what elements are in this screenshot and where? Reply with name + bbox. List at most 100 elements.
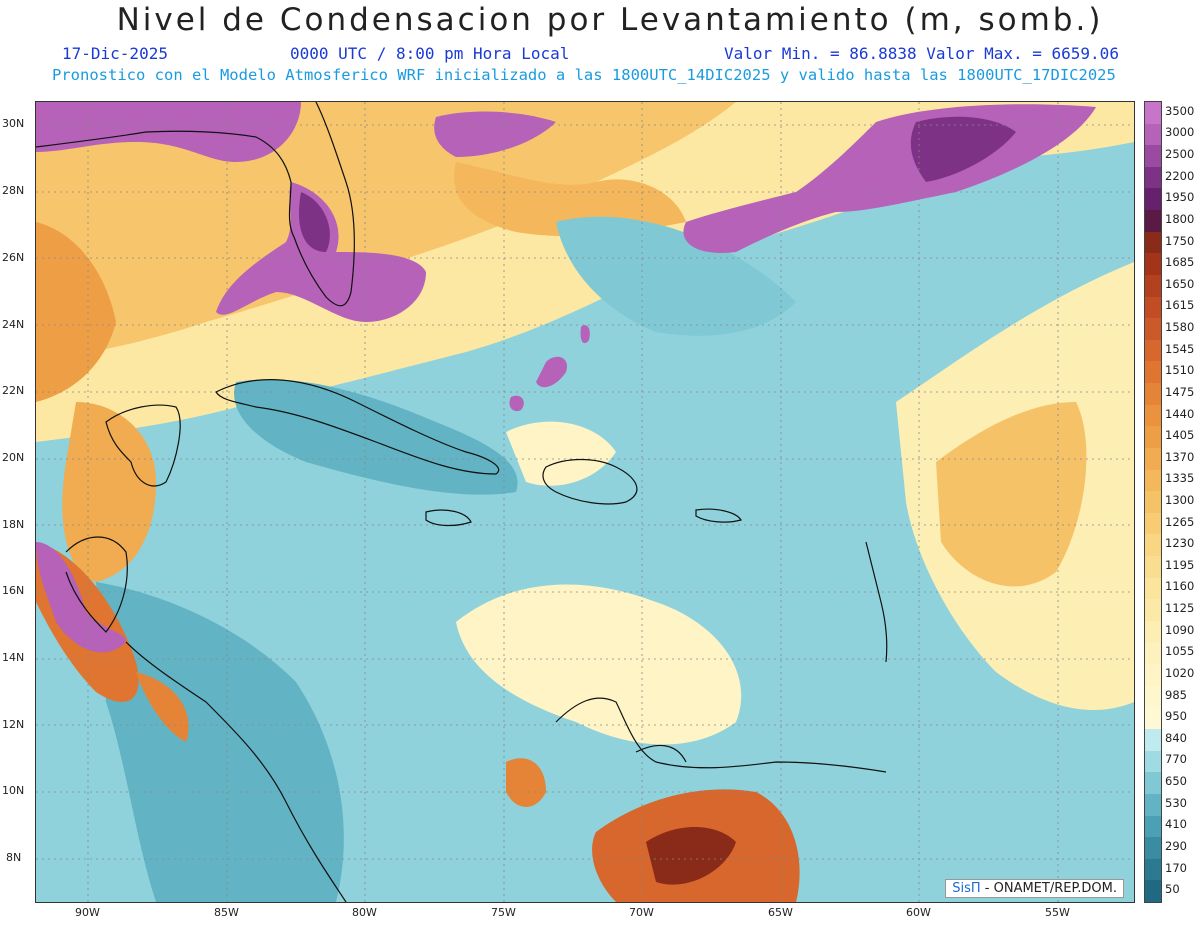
colorbar-swatch [1145,664,1161,687]
colorbar-swatch [1145,880,1161,903]
colorbar-swatch [1145,339,1161,362]
colorbar-label: 950 [1165,709,1187,724]
colorbar-label: 1685 [1165,255,1195,270]
colorbar-label: 1300 [1165,493,1195,507]
map-field [36,102,1134,902]
sispi-logo: SisΠ [952,881,981,896]
colorbar-swatch [1145,815,1161,838]
model-label: Pronostico con el Modelo Atmosferico WRF… [52,66,1116,84]
colorbar-label: 840 [1165,730,1187,745]
colorbar-swatch [1145,102,1161,125]
colorbar-label: 1265 [1165,514,1195,529]
colorbar-label: 410 [1165,817,1187,832]
colorbar-swatch [1145,642,1161,665]
colorbar-label: 1125 [1165,601,1195,616]
time-label: 0000 UTC / 8:00 pm Hora Local [290,44,570,63]
colorbar-label: 1440 [1165,406,1195,421]
colorbar-label: 530 [1165,795,1187,810]
field-central-yellow [456,584,742,745]
colorbar-swatch [1145,231,1161,254]
colorbar-label: 1020 [1165,665,1195,680]
colorbar-label: 1800 [1165,211,1195,226]
coastlines [36,102,888,902]
field-yucatan [62,402,156,582]
lat-label: 22N [2,384,25,397]
colorbar-label: 1160 [1165,579,1195,594]
field-purple-atl1 [434,111,556,157]
chart-title: Nivel de Condensacion por Levantamiento … [116,2,1104,38]
colorbar-swatch [1145,426,1161,449]
map-gridlines [36,102,1134,902]
field-purple-sw [36,542,126,653]
colorbar-label: 650 [1165,774,1187,789]
field-teal-bahamas [556,216,796,336]
lat-label: 8N [6,851,22,864]
colorbar-swatch [1145,512,1161,535]
credit-text: - ONAMET/REP.DOM. [980,881,1117,896]
colorbar-label: 2500 [1165,147,1195,162]
lat-label: 12N [2,718,25,731]
field-purple-bahamas1 [536,356,567,388]
colorbar-label: 1055 [1165,644,1195,659]
colorbar-label: 1335 [1165,471,1195,486]
field-samerica-brown [646,827,736,885]
credit-box: SisΠ - ONAMET/REP.DOM. [945,879,1124,898]
lon-label: 90W [75,906,100,919]
colorbar-swatch [1145,772,1161,795]
colorbar-label: 2200 [1165,168,1195,183]
colorbar-label: 770 [1165,752,1187,767]
colorbar-swatch [1145,858,1161,881]
colorbar-swatch [1145,469,1161,492]
colorbar-swatch [1145,599,1161,622]
lat-label: 18N [2,518,25,531]
colorbar-swatch [1145,577,1161,600]
colorbar-swatch [1145,188,1161,211]
lon-label: 80W [352,906,377,919]
lat-label: 16N [2,584,25,597]
colorbar-swatch [1145,361,1161,384]
colorbar-label: 1580 [1165,320,1195,335]
field-orange-gulf [36,222,116,402]
lat-label: 20N [2,451,25,464]
colorbar-label: 1615 [1165,298,1195,313]
field-colombia-orange [506,758,546,807]
colorbar-swatch [1145,253,1161,276]
colorbar-swatch [1145,793,1161,816]
date-label: 17-Dic-2025 [62,44,168,63]
colorbar-swatch [1145,556,1161,579]
colorbar-label: 1510 [1165,363,1195,378]
colorbar-label: 1195 [1165,557,1195,572]
colorbar-swatch [1145,837,1161,860]
colorbar-swatch [1145,404,1161,427]
lon-label: 70W [629,906,654,919]
field-orange-atl [454,162,686,237]
colorbar-swatch [1145,296,1161,319]
lat-label: 14N [2,651,25,664]
lat-label: 26N [2,251,25,264]
colorbar-label: 1650 [1165,276,1195,291]
lon-label: 75W [491,906,516,919]
lon-label: 85W [214,906,239,919]
colorbar-swatch [1145,685,1161,708]
colorbar-label: 3500 [1165,103,1195,118]
colorbar-swatch [1145,123,1161,146]
map-panel: SisΠ - ONAMET/REP.DOM. [35,101,1135,903]
colorbar [1144,101,1162,903]
field-east-orange [936,402,1087,587]
colorbar-label: 1230 [1165,536,1195,551]
colorbar-swatch [1145,620,1161,644]
colorbar-swatch [1145,318,1161,341]
colorbar-label: 50 [1165,882,1180,897]
lon-label: 55W [1045,906,1070,919]
colorbar-swatch [1145,274,1161,298]
field-orange-north [36,102,736,362]
lat-label: 10N [2,784,25,797]
field-purple-ne-core [910,116,1016,182]
colorbar-swatch [1145,383,1161,406]
field-purple-bahamas2 [580,325,590,344]
colorbar-swatch [1145,729,1161,752]
field-teal-cuba [234,379,518,495]
field-purple-nw [36,102,301,162]
colorbar-swatch [1145,534,1161,557]
colorbar-swatch [1145,707,1161,730]
